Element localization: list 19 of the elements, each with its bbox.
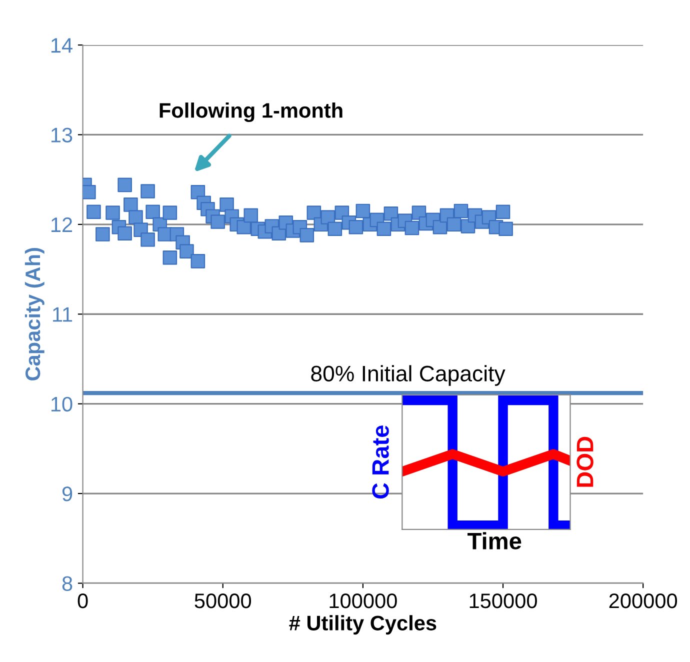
ref-line-label: 80% Initial Capacity xyxy=(311,365,506,386)
y-tick-label: 8 xyxy=(62,576,72,591)
x-axis-title: # Utility Cycles xyxy=(289,615,436,635)
annotation: DOD xyxy=(576,436,594,487)
y-tick-label: 14 xyxy=(51,38,72,53)
annotation: Time xyxy=(468,532,522,550)
x-tick-label: 150000 xyxy=(470,593,537,608)
annotation: Following 1-month xyxy=(160,102,342,122)
y-tick-label: 9 xyxy=(62,486,72,502)
y-tick-label: 10 xyxy=(51,396,72,412)
y-tick-label: 13 xyxy=(51,128,72,142)
y-tick-label: 11 xyxy=(53,307,72,322)
x-tick-label: 50000 xyxy=(194,593,252,608)
x-tick-label: 0 xyxy=(78,593,88,608)
y-axis-title: Capacity (Ah) xyxy=(24,248,44,380)
x-tick-label: 100000 xyxy=(330,593,397,608)
x-tick-label: 200000 xyxy=(609,593,678,608)
annotation: C Rate xyxy=(372,426,389,499)
y-tick-label: 12 xyxy=(51,217,72,232)
